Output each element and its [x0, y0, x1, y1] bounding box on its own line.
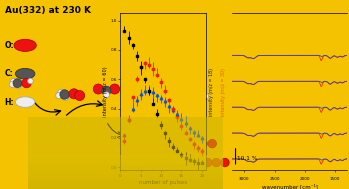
- Ellipse shape: [187, 94, 193, 100]
- Ellipse shape: [75, 91, 85, 101]
- Circle shape: [15, 97, 35, 107]
- Ellipse shape: [203, 158, 212, 167]
- Ellipse shape: [162, 120, 167, 125]
- FancyBboxPatch shape: [28, 184, 223, 186]
- Ellipse shape: [10, 78, 17, 85]
- Text: Au(332) at 230 K: Au(332) at 230 K: [5, 6, 90, 15]
- FancyBboxPatch shape: [28, 169, 223, 170]
- FancyBboxPatch shape: [28, 163, 223, 165]
- Ellipse shape: [58, 89, 64, 96]
- Ellipse shape: [103, 92, 110, 98]
- Y-axis label: intensity (m/z = 60): intensity (m/z = 60): [103, 66, 108, 117]
- Ellipse shape: [62, 94, 69, 100]
- Ellipse shape: [60, 90, 69, 99]
- Ellipse shape: [110, 84, 120, 94]
- FancyBboxPatch shape: [28, 180, 223, 182]
- Ellipse shape: [9, 81, 15, 88]
- FancyBboxPatch shape: [28, 160, 223, 162]
- Ellipse shape: [28, 78, 33, 84]
- FancyBboxPatch shape: [28, 165, 223, 167]
- Ellipse shape: [155, 120, 163, 129]
- FancyBboxPatch shape: [28, 182, 223, 184]
- Ellipse shape: [13, 79, 22, 88]
- Ellipse shape: [136, 140, 144, 149]
- FancyBboxPatch shape: [28, 177, 223, 179]
- FancyBboxPatch shape: [28, 179, 223, 180]
- Text: intensity (m/z = 18): intensity (m/z = 18): [209, 68, 214, 116]
- Ellipse shape: [102, 86, 111, 95]
- Ellipse shape: [151, 120, 156, 125]
- Ellipse shape: [15, 83, 21, 89]
- Text: intensity (m/z = 30): intensity (m/z = 30): [221, 68, 226, 116]
- FancyBboxPatch shape: [28, 158, 223, 160]
- Ellipse shape: [155, 91, 163, 98]
- FancyBboxPatch shape: [28, 172, 223, 174]
- Ellipse shape: [208, 139, 216, 148]
- Text: H:: H:: [5, 98, 14, 107]
- Ellipse shape: [146, 90, 155, 99]
- Ellipse shape: [124, 140, 131, 148]
- X-axis label: wavenumber [cm⁻¹]: wavenumber [cm⁻¹]: [262, 183, 318, 189]
- Text: 10.1 %: 10.1 %: [237, 156, 257, 161]
- Ellipse shape: [69, 89, 79, 99]
- FancyBboxPatch shape: [28, 170, 223, 172]
- Ellipse shape: [22, 78, 31, 88]
- FancyBboxPatch shape: [28, 167, 223, 169]
- FancyBboxPatch shape: [28, 117, 223, 189]
- Text: O:: O:: [5, 41, 14, 50]
- Ellipse shape: [93, 84, 103, 94]
- Ellipse shape: [199, 139, 207, 148]
- Circle shape: [14, 39, 36, 51]
- FancyBboxPatch shape: [28, 155, 223, 157]
- Ellipse shape: [191, 98, 197, 104]
- FancyBboxPatch shape: [28, 174, 223, 175]
- Ellipse shape: [162, 90, 171, 99]
- FancyBboxPatch shape: [28, 157, 223, 158]
- Ellipse shape: [131, 139, 140, 147]
- FancyBboxPatch shape: [28, 186, 223, 187]
- Ellipse shape: [198, 94, 207, 103]
- FancyBboxPatch shape: [28, 162, 223, 163]
- Ellipse shape: [126, 143, 131, 149]
- FancyBboxPatch shape: [28, 175, 223, 177]
- Ellipse shape: [186, 97, 192, 102]
- X-axis label: number of pulses: number of pulses: [139, 180, 187, 185]
- Ellipse shape: [212, 158, 221, 167]
- Ellipse shape: [56, 92, 62, 99]
- Ellipse shape: [121, 139, 127, 145]
- Ellipse shape: [190, 94, 198, 102]
- Circle shape: [15, 68, 35, 79]
- Ellipse shape: [120, 142, 125, 147]
- Ellipse shape: [221, 158, 229, 167]
- FancyBboxPatch shape: [28, 187, 223, 189]
- Ellipse shape: [203, 94, 209, 99]
- Text: C:: C:: [5, 69, 13, 78]
